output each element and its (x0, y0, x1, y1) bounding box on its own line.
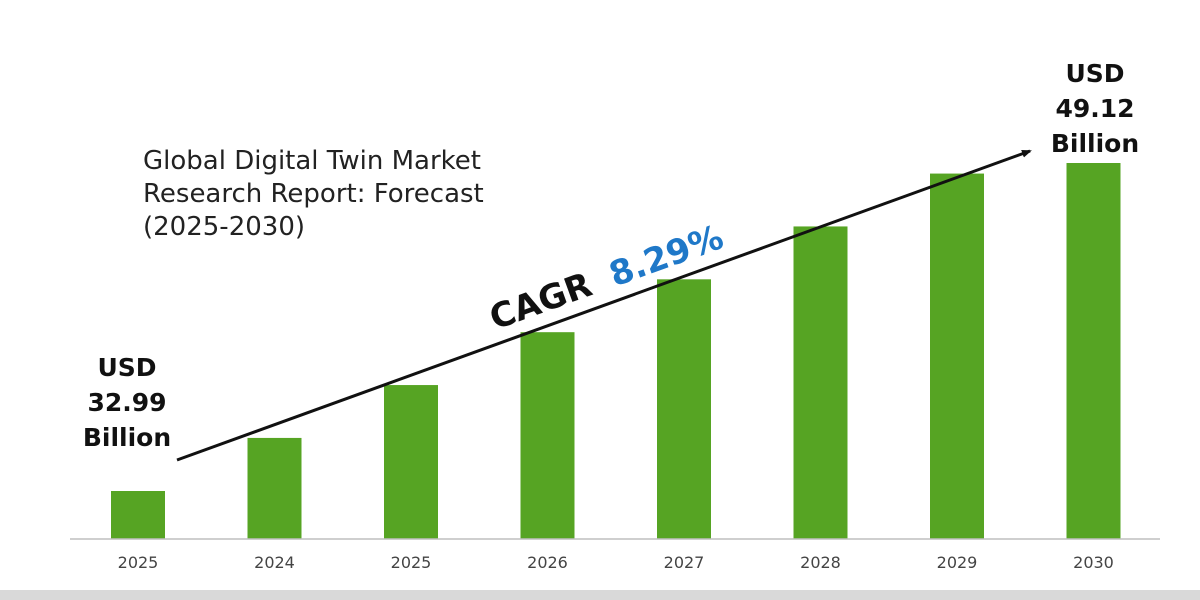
chart-title: Global Digital Twin Market Research Repo… (143, 145, 484, 244)
start-value-callout: USD 32.99 Billion (72, 350, 182, 455)
x-tick-label-2: 2025 (391, 553, 432, 572)
x-tick-label-0: 2025 (118, 553, 159, 572)
x-tick-label-7: 2030 (1073, 553, 1114, 572)
end-value-callout: USD 49.12 Billion (1040, 56, 1150, 161)
bar-2 (384, 385, 438, 539)
x-tick-label-5: 2028 (800, 553, 841, 572)
x-tick-label-1: 2024 (254, 553, 295, 572)
bar-5 (793, 226, 848, 539)
start-amount: 32.99 (87, 388, 167, 417)
bar-3 (520, 332, 575, 539)
title-line-3: (2025-2030) (143, 212, 306, 242)
x-tick-label-6: 2029 (937, 553, 978, 572)
bar-1 (247, 437, 302, 539)
bar-4 (657, 279, 711, 539)
x-tick-label-4: 2027 (664, 553, 705, 572)
title-line-2: Research Report: Forecast (143, 179, 484, 209)
bars (111, 163, 1121, 539)
title-line-1: Global Digital Twin Market (143, 146, 481, 176)
x-tick-labels: 2025 2024 2025 2026 2027 2028 2029 2030 (118, 553, 1114, 572)
trend-arrow (176, 149, 1032, 462)
bottom-border (0, 590, 1200, 600)
bar-7 (1066, 163, 1121, 539)
end-unit: Billion (1050, 129, 1140, 158)
bar-0 (111, 491, 165, 539)
end-currency: USD (1065, 59, 1125, 88)
start-unit: Billion (82, 423, 172, 452)
bar-6 (930, 173, 984, 539)
start-currency: USD (97, 353, 157, 382)
x-tick-label-3: 2026 (527, 553, 568, 572)
end-amount: 49.12 (1055, 94, 1135, 123)
